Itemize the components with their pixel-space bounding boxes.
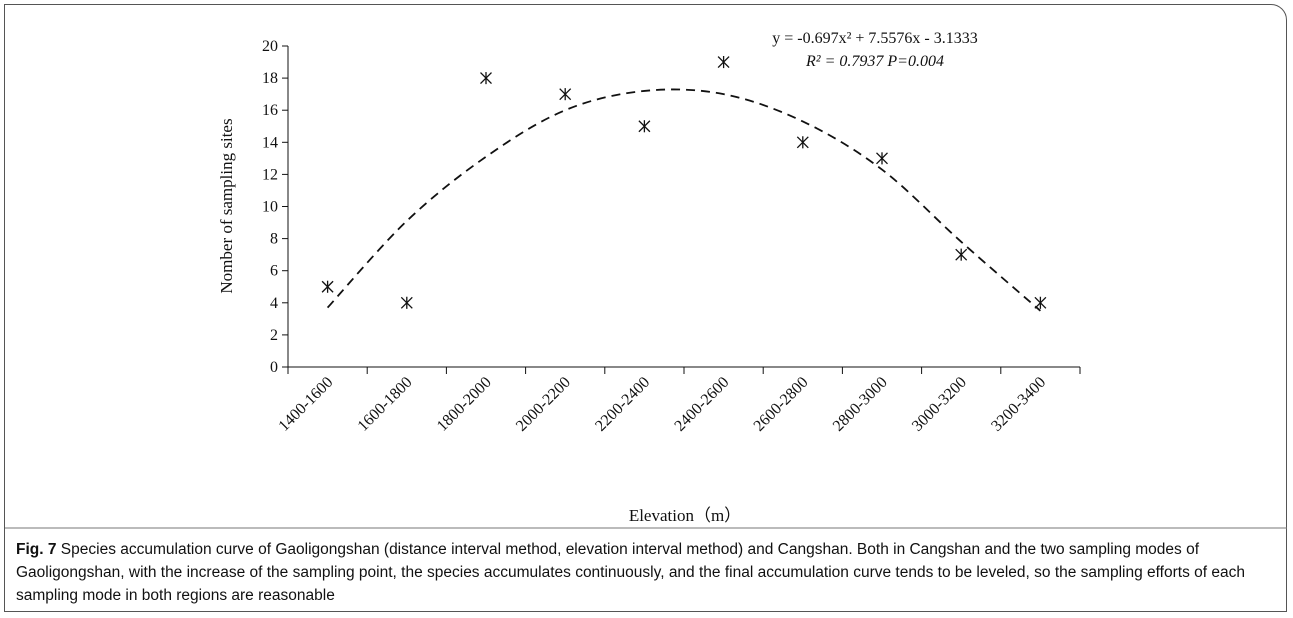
point xyxy=(1034,296,1047,309)
point xyxy=(321,280,334,293)
point xyxy=(400,296,413,309)
point xyxy=(876,152,888,165)
x-tick-label: 2600-2800 xyxy=(751,374,812,435)
point xyxy=(638,120,651,133)
point xyxy=(480,72,492,85)
x-tick-label: 2200-2400 xyxy=(592,374,653,435)
x-tick-label: 1600-1800 xyxy=(355,374,416,435)
point xyxy=(717,56,730,69)
y-tick-label: 14 xyxy=(262,134,278,151)
point xyxy=(955,248,968,261)
y-tick-label: 20 xyxy=(262,38,278,55)
y-tick-label: 10 xyxy=(262,199,278,216)
x-tick-label: 2800-3000 xyxy=(830,374,891,435)
x-tick-label: 1800-2000 xyxy=(434,374,495,435)
x-tick-label: 3000-3200 xyxy=(909,374,970,435)
chart: Nomber of sampling sites Elevation（m） y … xyxy=(5,30,1287,529)
caption-text: Species accumulation curve of Gaoligongs… xyxy=(16,541,1245,604)
point xyxy=(796,136,809,149)
trend-curve xyxy=(326,88,1041,312)
x-tick-label: 3200-3400 xyxy=(988,374,1049,435)
x-axis-label: Elevation（m） xyxy=(629,506,741,525)
point xyxy=(559,88,572,101)
y-tick-label: 0 xyxy=(270,359,278,376)
y-tick-label: 2 xyxy=(270,327,278,344)
x-tick-label: 2000-2200 xyxy=(513,374,574,435)
fit-stats: R² = 0.7937 P=0.004 xyxy=(805,53,944,70)
figure-frame xyxy=(4,4,1287,612)
y-tick-label: 8 xyxy=(270,231,278,248)
y-axis-label: Nomber of sampling sites xyxy=(217,118,236,293)
x-tick-label: 1400-1600 xyxy=(275,374,336,435)
caption: Fig. 7 Species accumulation curve of Gao… xyxy=(16,538,1276,607)
y-tick-label: 18 xyxy=(262,70,278,87)
y-tick-label: 12 xyxy=(262,166,278,183)
equation: y = -0.697x² + 7.5576x - 3.1333 xyxy=(772,30,978,47)
y-tick-label: 4 xyxy=(270,295,278,312)
y-tick-label: 6 xyxy=(270,263,278,280)
x-tick-label: 2400-2600 xyxy=(671,374,732,435)
y-tick-label: 16 xyxy=(262,102,278,119)
caption-label: Fig. 7 xyxy=(16,541,57,558)
